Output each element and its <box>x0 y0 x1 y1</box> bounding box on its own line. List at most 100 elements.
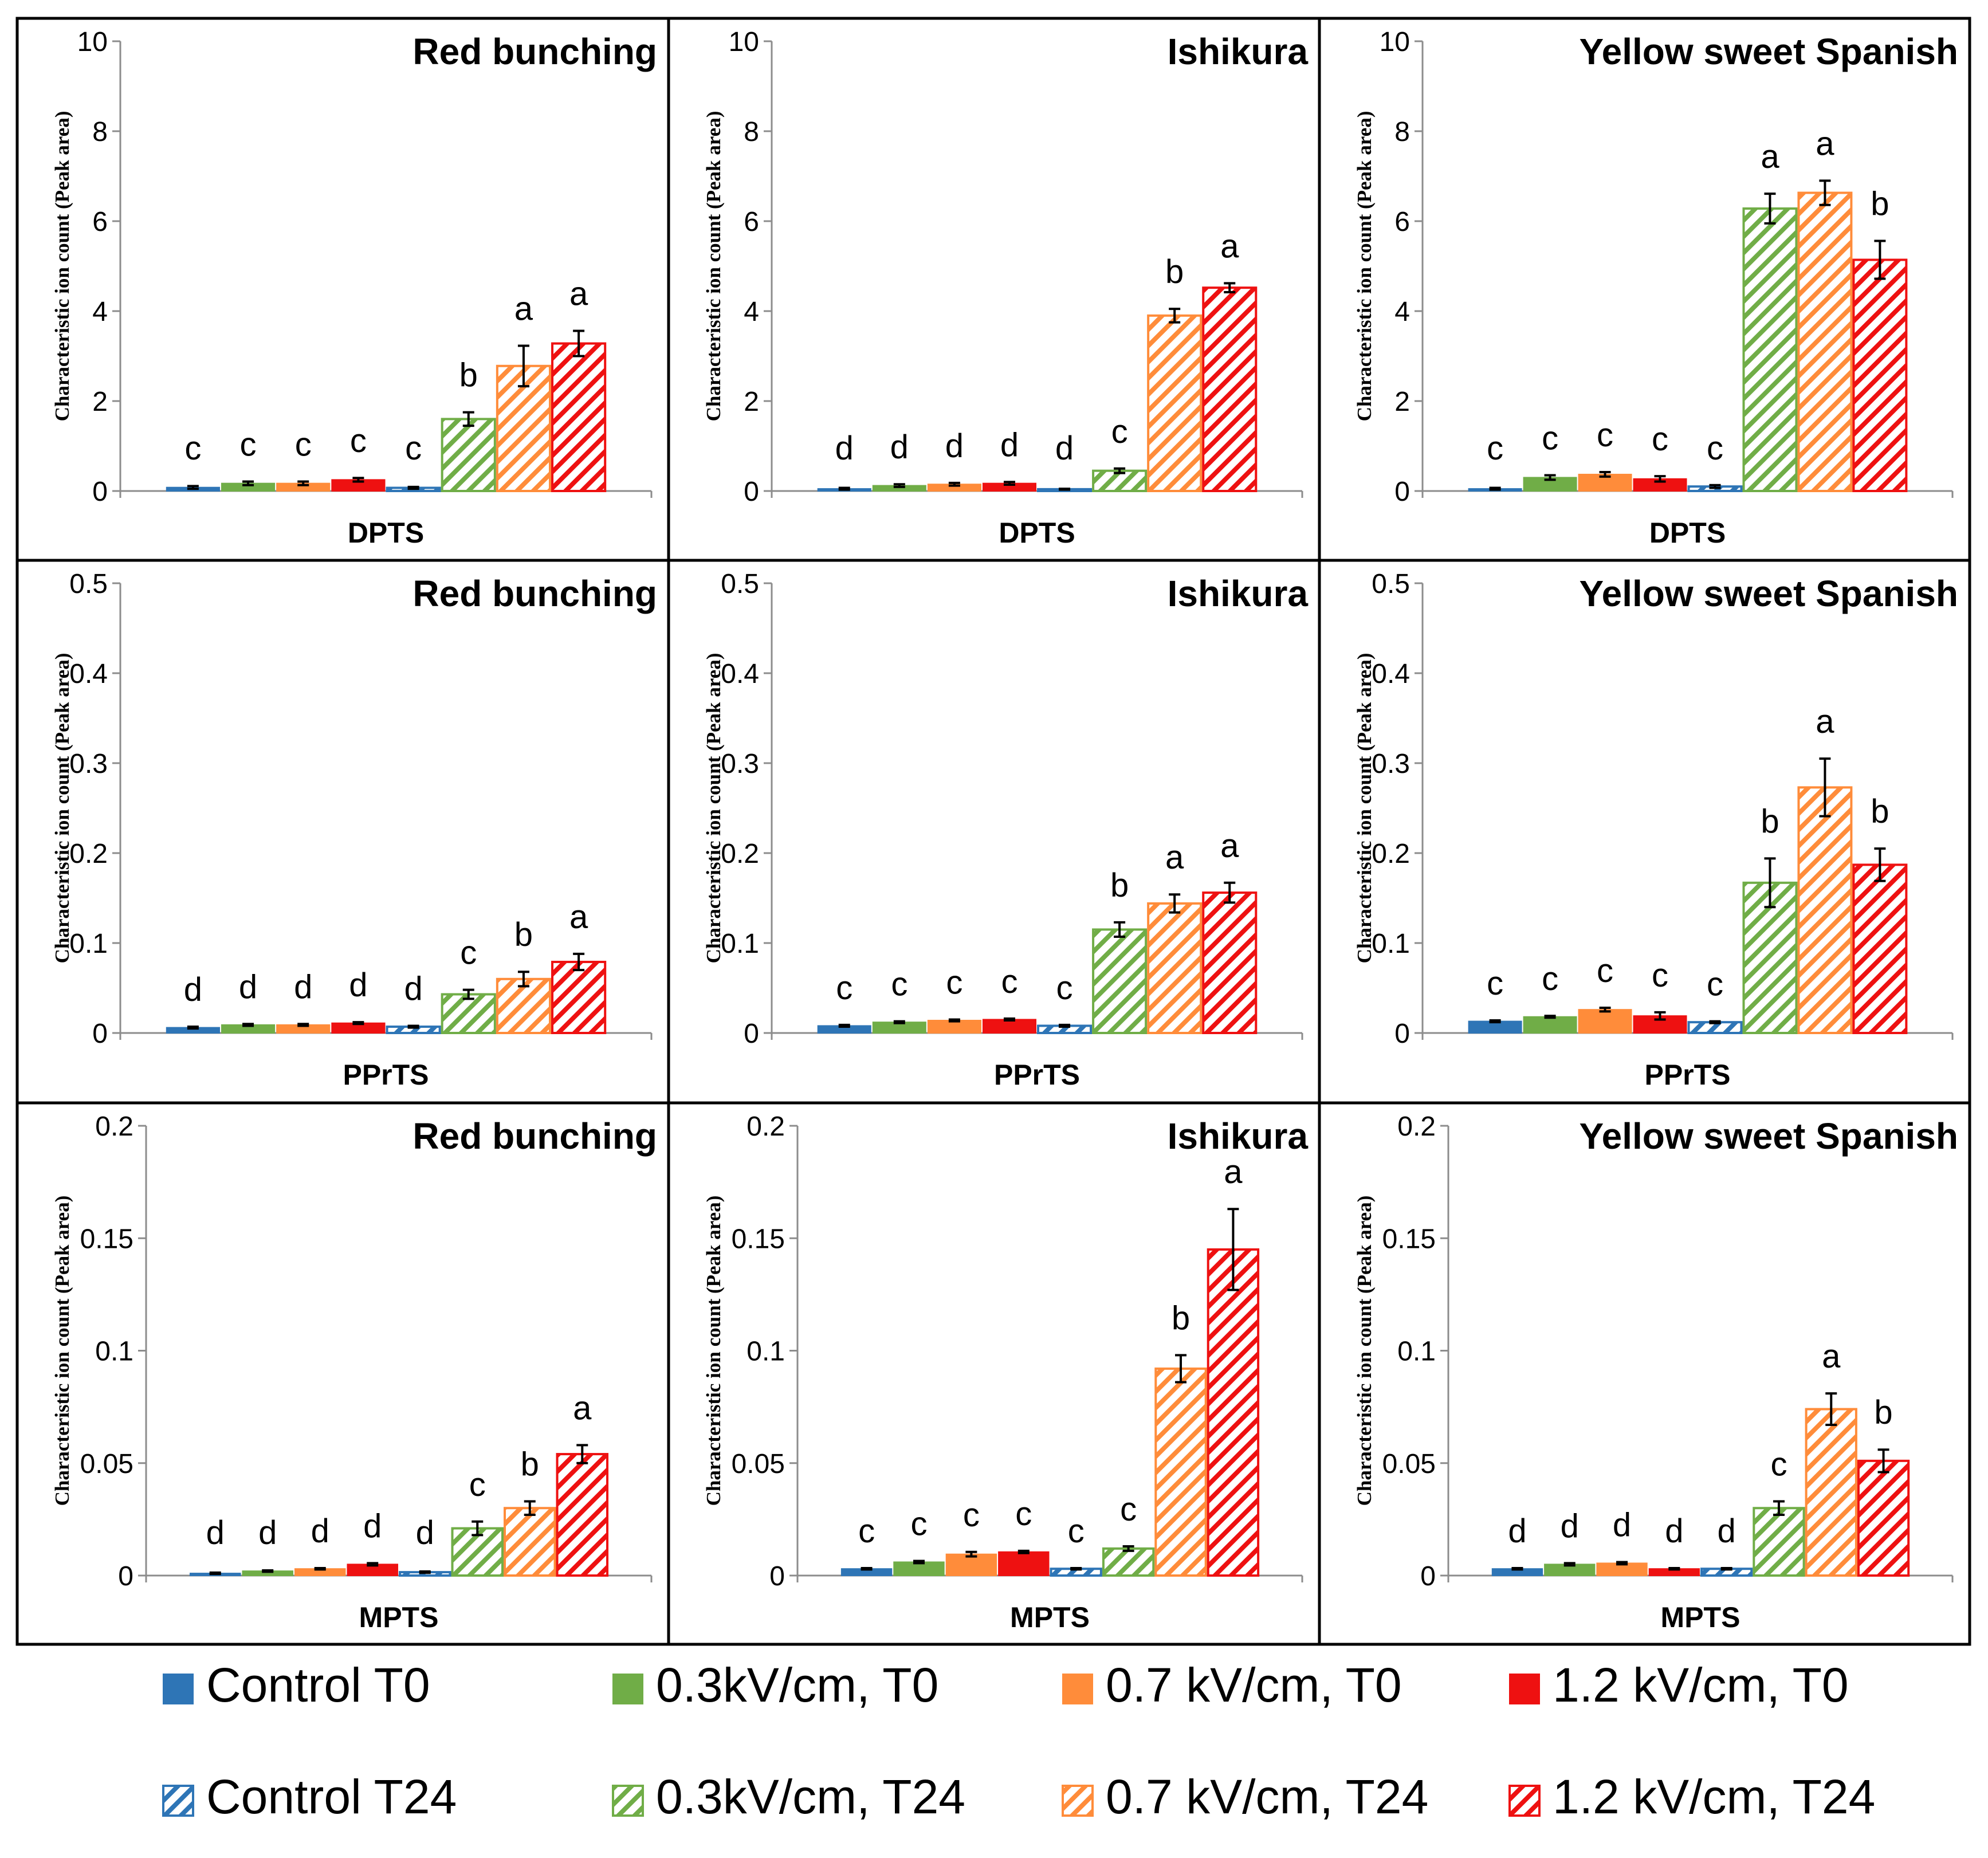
y-tick-label: 0.05 <box>732 1449 785 1479</box>
legend-swatch <box>1062 1785 1094 1817</box>
y-tick-label: 0.1 <box>69 929 108 959</box>
significance-letter: d <box>890 429 909 466</box>
panel-title: Ishikura <box>1168 573 1309 614</box>
y-tick-label: 4 <box>744 297 759 327</box>
significance-letter: a <box>1822 1338 1841 1375</box>
error-bar <box>1668 1567 1680 1571</box>
bar-0-7-kv-cm-t24 <box>1147 314 1203 492</box>
y-axis-label: Characteristic ion count (Peak area) <box>51 111 73 422</box>
significance-letter: d <box>206 1514 225 1551</box>
error-bar <box>472 1520 484 1537</box>
significance-letter: c <box>240 426 257 463</box>
y-tick-label: 0.15 <box>732 1224 785 1254</box>
legend-label: 0.3kV/cm, T0 <box>656 1658 938 1712</box>
error-bar <box>187 1026 199 1030</box>
legend-swatch <box>612 1785 644 1817</box>
error-bar <box>573 329 585 358</box>
significance-letter: a <box>514 290 533 327</box>
panel-title: Yellow sweet Spanish <box>1579 573 1958 614</box>
significance-letter: b <box>1172 1299 1190 1337</box>
error-bar <box>1764 857 1776 909</box>
error-bar <box>1720 1567 1732 1571</box>
y-tick-label: 8 <box>744 117 759 147</box>
y-axis-label: Characteristic ion count (Peak area) <box>702 1196 725 1506</box>
error-bar <box>1169 893 1181 914</box>
y-tick-label: 10 <box>729 27 759 57</box>
significance-letter: b <box>459 357 478 394</box>
y-tick-label: 0 <box>92 1019 108 1049</box>
chart-panel-dpts-yellow-sweet-spanish: 0 2 4 6 8 10 Characteristic ion count (Peak ar… <box>1353 27 1958 549</box>
error-bar <box>1489 486 1501 491</box>
legend-label: Control T0 <box>206 1658 430 1712</box>
y-tick-label: 0.4 <box>1372 659 1410 689</box>
bar-0-7-kv-cm-t24 <box>1147 902 1203 1035</box>
legend-item-control-t0: Control T0 <box>163 1658 430 1712</box>
bar-0-3kv-cm-t24 <box>1092 928 1148 1034</box>
error-bar <box>1175 1354 1187 1384</box>
significance-letter: d <box>239 968 257 1005</box>
significance-letter: d <box>363 1507 382 1545</box>
bar-1-2-kv-cm-t24 <box>551 960 607 1034</box>
chart-panel-pprts-red-bunching: 0 0.1 0.2 0.3 0.4 0.5 Characteristic ion count… <box>51 569 657 1091</box>
significance-letter: c <box>1707 966 1723 1003</box>
legend-swatch <box>612 1674 643 1704</box>
error-bar <box>861 1567 873 1571</box>
legend-item-0-3kv-cm-t0: 0.3kV/cm, T0 <box>612 1658 938 1712</box>
panel-title: Yellow sweet Spanish <box>1579 31 1958 72</box>
significance-letter: c <box>469 1466 486 1503</box>
panel-title: Red bunching <box>412 573 657 614</box>
significance-letter: c <box>1120 1491 1137 1528</box>
panel-title: Yellow sweet Spanish <box>1579 1115 1958 1157</box>
legend-item-1-2-kv-cm-t0: 1.2 kV/cm, T0 <box>1509 1658 1849 1712</box>
y-tick-label: 0.1 <box>95 1337 133 1367</box>
y-tick-label: 8 <box>92 117 108 147</box>
significance-letter: d <box>416 1514 434 1551</box>
y-tick-label: 0.5 <box>721 569 759 599</box>
significance-letter: d <box>945 427 964 465</box>
significance-letter: c <box>1068 1513 1085 1550</box>
x-axis-label: PPrTS <box>1644 1059 1730 1091</box>
significance-letter: b <box>1871 793 1889 830</box>
y-axis-label: Characteristic ion count (Peak area) <box>51 653 73 964</box>
y-tick-label: 0 <box>1394 1019 1410 1049</box>
error-bar <box>1227 1208 1239 1291</box>
y-tick-label: 0.2 <box>95 1111 133 1142</box>
error-bar <box>1017 1549 1030 1554</box>
error-bar <box>1544 1015 1556 1019</box>
y-tick-label: 2 <box>92 387 108 417</box>
significance-letter: c <box>1652 957 1668 994</box>
panel-title: Red bunching <box>412 31 657 72</box>
chart-panel-pprts-ishikura: 0 0.1 0.2 0.3 0.4 0.5 Characteristic ion count… <box>702 569 1308 1091</box>
significance-letter: d <box>258 1514 277 1551</box>
legend-label: 0.3kV/cm, T24 <box>656 1770 965 1824</box>
error-bar <box>462 411 474 427</box>
error-bar <box>838 486 850 491</box>
significance-letter: a <box>1816 703 1834 740</box>
y-axis-label: Characteristic ion count (Peak area) <box>1353 1196 1376 1506</box>
y-axis-label: Characteristic ion count (Peak area) <box>51 1196 73 1506</box>
error-bar <box>419 1570 431 1574</box>
error-bar <box>462 988 474 1000</box>
y-tick-label: 0.05 <box>80 1449 133 1479</box>
significance-letter: d <box>1718 1513 1736 1550</box>
y-tick-label: 0.1 <box>721 929 759 959</box>
y-tick-label: 6 <box>1394 207 1410 237</box>
y-tick-label: 0.3 <box>721 749 759 779</box>
significance-letter: c <box>184 430 201 467</box>
significance-letter: c <box>858 1513 875 1550</box>
error-bar <box>1877 1448 1889 1474</box>
legend-label: 1.2 kV/cm, T0 <box>1553 1658 1849 1712</box>
significance-letter: a <box>1165 839 1184 876</box>
significance-letter: d <box>349 967 367 1004</box>
significance-letter: c <box>405 430 422 467</box>
bar-0-3kv-cm-t24 <box>441 418 496 493</box>
y-tick-label: 10 <box>77 27 108 57</box>
error-bar <box>262 1569 274 1573</box>
error-bar <box>209 1571 221 1576</box>
y-tick-label: 0 <box>1394 477 1410 507</box>
error-bar <box>242 1023 254 1027</box>
y-tick-label: 0.2 <box>721 839 759 869</box>
significance-letter: c <box>1487 430 1503 467</box>
y-tick-label: 4 <box>92 297 108 327</box>
significance-letter: c <box>836 969 852 1007</box>
